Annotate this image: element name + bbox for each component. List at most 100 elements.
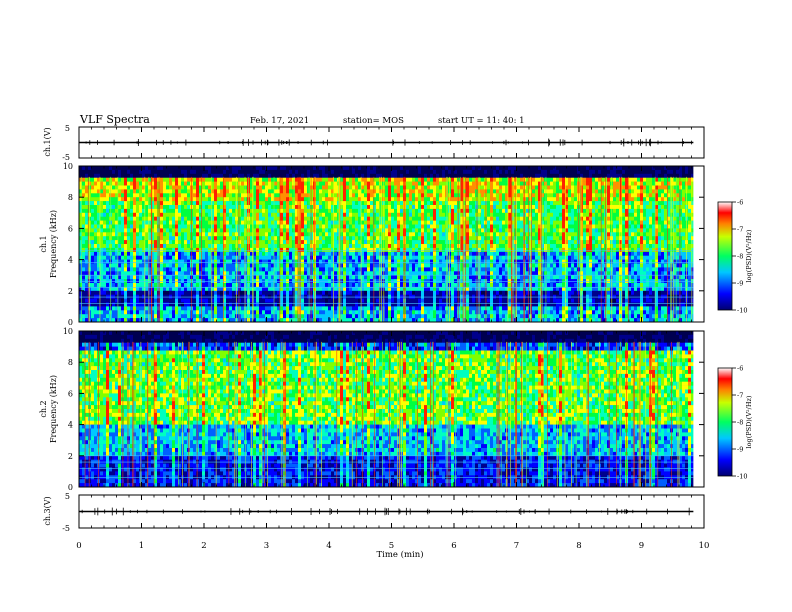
- spectrogram-cell: [211, 267, 215, 272]
- spectrogram-cell: [310, 283, 314, 288]
- spectrogram-cell: [91, 298, 95, 303]
- spectrogram-cell: [415, 197, 419, 202]
- spectrogram-cell: [196, 302, 200, 307]
- spectrogram-cell: [145, 259, 149, 264]
- spectrogram-cell: [145, 208, 149, 214]
- spectrogram-cell: [103, 310, 107, 315]
- spectrogram-cell: [85, 205, 89, 210]
- spectrogram-cell: [289, 189, 293, 194]
- spectrogram-cell: [166, 275, 170, 280]
- spectrogram-cell: [160, 286, 164, 292]
- spectrogram-cell: [346, 314, 350, 319]
- spectrogram-cell: [94, 298, 98, 303]
- spectrogram-cell: [91, 166, 95, 171]
- spectrogram-cell: [280, 197, 284, 202]
- spectrogram-cell: [280, 271, 284, 276]
- spectrogram-cell: [322, 212, 326, 217]
- spectrogram-cell: [103, 259, 107, 264]
- spectrogram-cell: [157, 286, 161, 292]
- spectrogram-cell: [328, 314, 332, 319]
- spectrogram-cell: [265, 275, 269, 280]
- spectrogram-cell: [82, 236, 86, 241]
- spectrogram-cell: [262, 201, 266, 206]
- spectrogram-cell: [289, 318, 293, 322]
- spectrogram-cell: [175, 189, 179, 194]
- spectrogram-cell: [118, 216, 122, 221]
- spectrogram-cell: [292, 197, 296, 202]
- spectrogram-cell: [367, 236, 371, 241]
- spectrogram-cell: [151, 220, 155, 225]
- spectrogram-cell: [157, 267, 161, 272]
- spectrogram-cell: [358, 212, 362, 217]
- spectrogram-cell: [85, 201, 89, 206]
- spectrogram-cell: [205, 306, 209, 311]
- spectrogram-cell: [400, 185, 404, 190]
- spectrogram-cell: [142, 197, 146, 202]
- spectrogram-cell: [283, 224, 287, 229]
- spectrogram-cell: [436, 251, 440, 256]
- spectrogram-cell: [220, 197, 224, 202]
- spectrogram-cell: [259, 306, 263, 311]
- spectrogram-cell: [112, 236, 116, 241]
- spectrogram-cell: [223, 212, 227, 217]
- spectrogram-cell: [208, 275, 212, 280]
- spectrogram-cell: [295, 224, 299, 229]
- spectrogram-cell: [181, 306, 185, 311]
- spectrogram-cell: [94, 212, 98, 217]
- spectrogram-cell: [94, 267, 98, 272]
- spectrogram-cell: [316, 251, 320, 256]
- spectrogram-cell: [265, 306, 269, 311]
- spectrogram-cell: [271, 298, 275, 303]
- spectrogram-cell: [130, 193, 134, 198]
- spectrogram-cell: [310, 314, 314, 319]
- spectrogram-cell: [196, 173, 200, 178]
- spectrogram-cell: [280, 181, 284, 186]
- spectrogram-cell: [178, 166, 182, 171]
- spectrogram-cell: [367, 193, 371, 198]
- spectrogram-cell: [214, 310, 218, 315]
- spectrogram-cell: [118, 310, 122, 315]
- spectrogram-cell: [277, 263, 281, 268]
- spectrogram-cell: [379, 181, 383, 186]
- spectrogram-cell: [217, 259, 221, 264]
- spectrogram-cell: [139, 205, 143, 210]
- spectrogram-cell: [169, 189, 173, 194]
- spectrogram-cell: [91, 259, 95, 264]
- spectrogram-cell: [340, 224, 344, 229]
- spectrogram-cell: [436, 318, 440, 322]
- spectrogram-cell: [241, 216, 245, 221]
- spectrogram-cell: [103, 298, 107, 303]
- spectrogram-cell: [280, 169, 284, 175]
- spectrogram-cell: [187, 220, 191, 225]
- spectrogram-cell: [307, 232, 311, 237]
- spectrogram-cell: [238, 306, 242, 311]
- spectrogram-cell: [298, 220, 302, 225]
- spectrogram-cell: [259, 240, 263, 245]
- spectrogram-cell: [406, 228, 410, 233]
- spectrogram-cell: [133, 189, 137, 194]
- spectrogram-cell: [430, 208, 434, 214]
- spectrogram-cell: [247, 255, 251, 260]
- spectrogram-cell: [268, 173, 272, 178]
- spectrogram-cell: [175, 244, 179, 249]
- spectrogram-cell: [298, 173, 302, 178]
- spectrogram-cell: [289, 197, 293, 202]
- spectrogram-cell: [103, 302, 107, 307]
- spectrogram-cell: [391, 251, 395, 256]
- spectrogram-cell: [289, 275, 293, 280]
- spectrogram-cell: [124, 181, 128, 186]
- spectrogram-cell: [400, 255, 404, 260]
- spectrogram-cell: [250, 224, 254, 229]
- spectrogram-cell: [226, 181, 230, 186]
- spectrogram-cell: [130, 318, 134, 322]
- spectrogram-cell: [133, 306, 137, 311]
- spectrogram-cell: [172, 283, 176, 288]
- spectrogram-cell: [376, 306, 380, 311]
- spectrogram-cell: [169, 240, 173, 245]
- spectrogram-cell: [208, 197, 212, 202]
- spectrogram-cell: [442, 240, 446, 245]
- spectrogram-cell: [361, 232, 365, 237]
- spectrogram-cell: [151, 290, 155, 295]
- spectrogram-cell: [364, 212, 368, 217]
- spectrogram-cell: [214, 181, 218, 186]
